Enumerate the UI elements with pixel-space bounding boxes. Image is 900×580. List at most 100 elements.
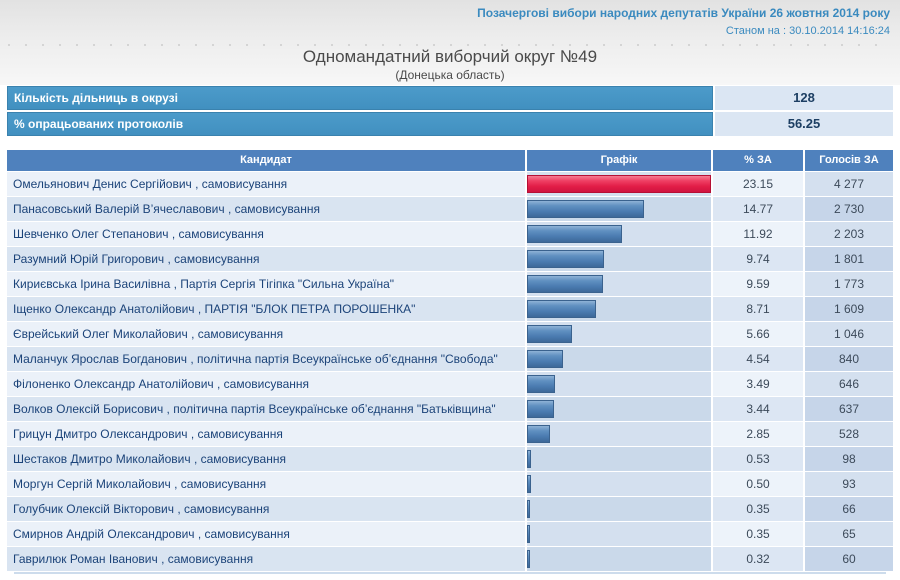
result-row: Грицун Дмитро Олександрович , самовисува… (7, 422, 893, 446)
candidate-name: Панасовський Валерій В’ячеславович , сам… (7, 197, 525, 221)
percent-value: 0.50 (713, 472, 803, 496)
votes-value: 1 773 (805, 272, 893, 296)
graph-cell (527, 297, 711, 321)
percent-value: 14.77 (713, 197, 803, 221)
table-bottom-edge (14, 572, 886, 574)
percent-value: 3.49 (713, 372, 803, 396)
percent-value: 0.53 (713, 447, 803, 471)
candidate-name: Голубчик Олексій Вікторович , самовисува… (7, 497, 525, 521)
result-row: Маланчук Ярослав Богданович , політична … (7, 347, 893, 371)
graph-cell (527, 522, 711, 546)
result-bar (527, 250, 605, 268)
graph-cell (527, 172, 711, 196)
col-header-graph: Графік (527, 150, 711, 171)
results-rows: Омельянович Денис Сергійович , самовисув… (7, 172, 893, 571)
result-row: Філоненко Олександр Анатолійович , самов… (7, 372, 893, 396)
graph-cell (527, 372, 711, 396)
result-bar (527, 475, 531, 493)
votes-value: 4 277 (805, 172, 893, 196)
votes-value: 98 (805, 447, 893, 471)
percent-value: 9.59 (713, 272, 803, 296)
candidate-name: Філоненко Олександр Анатолійович , самов… (7, 372, 525, 396)
graph-cell (527, 272, 711, 296)
votes-value: 637 (805, 397, 893, 421)
votes-value: 2 203 (805, 222, 893, 246)
graph-cell (527, 447, 711, 471)
stat-value-precincts: 128 (715, 86, 893, 110)
candidate-name: Смирнов Андрій Олександрович , самовисув… (7, 522, 525, 546)
result-row: Волков Олексій Борисович , політична пар… (7, 397, 893, 421)
stat-label-precincts: Кількість дільниць в окрузі (7, 86, 713, 110)
result-bar (527, 325, 572, 343)
result-bar (527, 375, 555, 393)
result-bar (527, 200, 645, 218)
candidate-name: Маланчук Ярослав Богданович , політична … (7, 347, 525, 371)
votes-value: 528 (805, 422, 893, 446)
percent-value: 11.92 (713, 222, 803, 246)
page-header: Позачергові вибори народних депутатів Ук… (0, 0, 900, 85)
result-bar (527, 425, 550, 443)
candidate-name: Єврейський Олег Миколайович , самовисува… (7, 322, 525, 346)
result-bar (527, 300, 597, 318)
votes-value: 1 046 (805, 322, 893, 346)
result-row: Кириєвська Ірина Василівна , Партія Серг… (7, 272, 893, 296)
result-row: Разумний Юрій Григорович , самовисування… (7, 247, 893, 271)
graph-cell (527, 422, 711, 446)
candidate-name: Омельянович Денис Сергійович , самовисув… (7, 172, 525, 196)
result-row: Гаврилюк Роман Іванович , самовисування … (7, 547, 893, 571)
graph-cell (527, 397, 711, 421)
page-title: Одномандатний виборчий округ №49 (302, 47, 598, 66)
graph-cell (527, 222, 711, 246)
col-header-percent: % ЗА (713, 150, 803, 171)
votes-value: 840 (805, 347, 893, 371)
results-table-header: Кандидат Графік % ЗА Голосів ЗА (7, 150, 893, 171)
result-bar (527, 500, 530, 518)
percent-value: 8.71 (713, 297, 803, 321)
stat-row-protocols: % опрацьованих протоколів 56.25 (7, 112, 893, 136)
percent-value: 0.32 (713, 547, 803, 571)
result-row: Омельянович Денис Сергійович , самовисув… (7, 172, 893, 196)
result-bar (527, 400, 555, 418)
col-header-candidate: Кандидат (7, 150, 525, 171)
votes-value: 93 (805, 472, 893, 496)
graph-cell (527, 547, 711, 571)
result-bar (527, 525, 530, 543)
votes-value: 1 801 (805, 247, 893, 271)
result-row: Іщенко Олександр Анатолійович , ПАРТІЯ "… (7, 297, 893, 321)
stat-value-protocols: 56.25 (715, 112, 893, 136)
percent-value: 0.35 (713, 497, 803, 521)
votes-value: 1 609 (805, 297, 893, 321)
result-row: Шевченко Олег Степанович , самовисування… (7, 222, 893, 246)
candidate-name: Шевченко Олег Степанович , самовисування (7, 222, 525, 246)
result-bar (527, 275, 604, 293)
result-row: Панасовський Валерій В’ячеславович , сам… (7, 197, 893, 221)
result-row: Єврейський Олег Миколайович , самовисува… (7, 322, 893, 346)
page-subtitle: (Донецька область) (395, 68, 505, 82)
percent-value: 2.85 (713, 422, 803, 446)
percent-value: 23.15 (713, 172, 803, 196)
graph-cell (527, 247, 711, 271)
percent-value: 4.54 (713, 347, 803, 371)
graph-cell (527, 322, 711, 346)
candidate-name: Разумний Юрій Григорович , самовисування (7, 247, 525, 271)
result-bar (527, 225, 622, 243)
summary-stats: Кількість дільниць в окрузі 128 % опраць… (7, 86, 893, 136)
candidate-name: Іщенко Олександр Анатолійович , ПАРТІЯ "… (7, 297, 525, 321)
votes-value: 60 (805, 547, 893, 571)
result-row: Моргун Сергій Миколайович , самовисуванн… (7, 472, 893, 496)
votes-value: 646 (805, 372, 893, 396)
as-of-timestamp: Станом на : 30.10.2014 14:16:24 (725, 25, 890, 37)
votes-value: 2 730 (805, 197, 893, 221)
candidate-name: Шестаков Дмитро Миколайович , самовисува… (7, 447, 525, 471)
stat-row-precincts: Кількість дільниць в окрузі 128 (7, 86, 893, 110)
result-bar (527, 550, 530, 568)
candidate-name: Гаврилюк Роман Іванович , самовисування (7, 547, 525, 571)
result-bar (527, 350, 564, 368)
election-title-link[interactable]: Позачергові вибори народних депутатів Ук… (477, 6, 890, 20)
result-row: Голубчик Олексій Вікторович , самовисува… (7, 497, 893, 521)
percent-value: 5.66 (713, 322, 803, 346)
graph-cell (527, 497, 711, 521)
result-bar (527, 175, 711, 193)
candidate-name: Волков Олексій Борисович , політична пар… (7, 397, 525, 421)
col-header-votes: Голосів ЗА (805, 150, 893, 171)
